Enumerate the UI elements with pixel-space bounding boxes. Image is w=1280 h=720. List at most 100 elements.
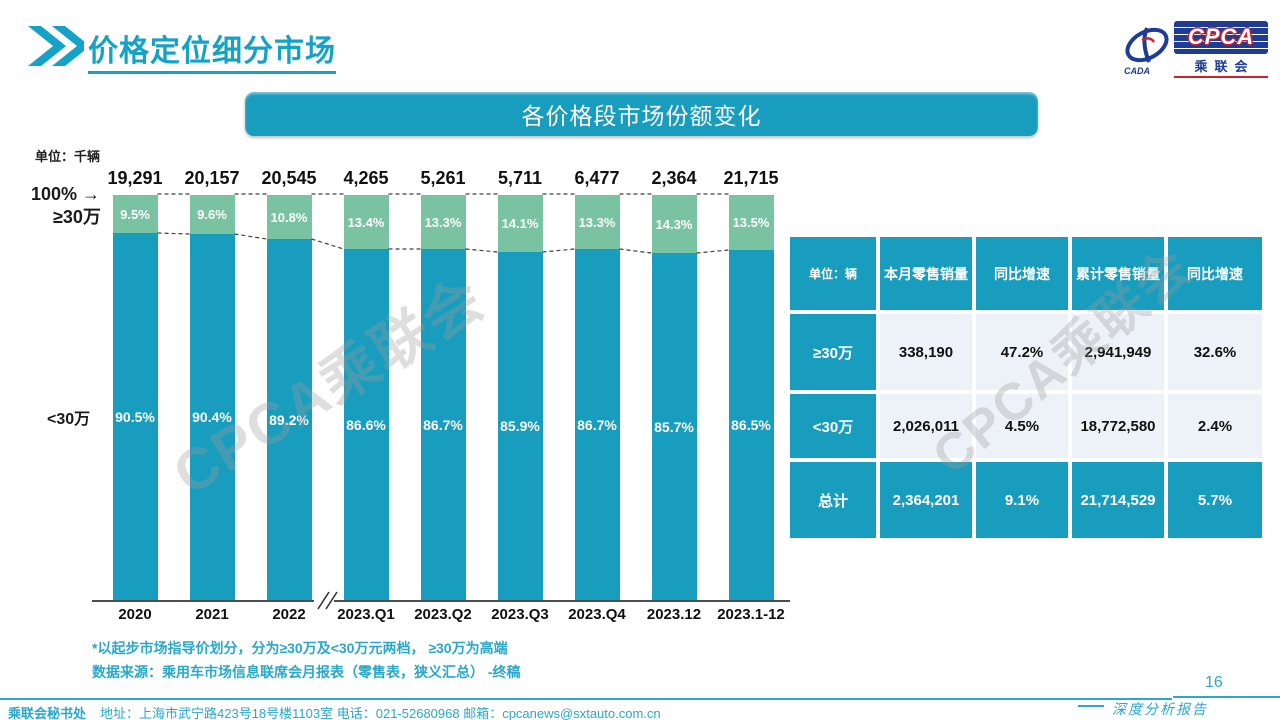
- unit-label: 单位：千辆: [35, 149, 101, 164]
- table-cell-0-1-text: 338,190: [898, 343, 954, 361]
- segment-ge30-2023.1-12-text: 13.5%: [732, 215, 770, 230]
- segment-lt30-2023.Q2-text: 86.7%: [423, 416, 463, 433]
- bar-total-2023.Q1: 4,265: [321, 168, 411, 189]
- table-header-3-text: 累计零售销量: [1076, 265, 1160, 282]
- table-cell-2-4-text: 5.7%: [1197, 491, 1233, 509]
- table-cell-0-2: 47.2%: [976, 314, 1068, 390]
- segment-ge30-2022-text: 10.8%: [270, 209, 308, 225]
- x-axis-label-2023.Q4: 2023.Q4: [552, 606, 642, 623]
- table-cell-2-4: 5.7%: [1168, 462, 1262, 538]
- segment-lt30-2022-text: 89.2%: [269, 411, 309, 428]
- segment-lt30-2023.1-12-text: 86.5%: [731, 417, 771, 433]
- bar-total-2020: 19,291: [90, 168, 180, 189]
- table-header-2: 同比增速: [976, 237, 1068, 310]
- segment-ge30-2023.Q4: 13.3%: [574, 195, 620, 249]
- stacked-bar-2022: 10.8% 89.2%: [266, 195, 312, 600]
- y-axis-100-label: 100% →: [31, 184, 100, 205]
- x-axis-label-2020-text: 2020: [118, 606, 152, 623]
- segment-ge30-2022: 10.8%: [266, 195, 312, 239]
- stacked-bar-2023.Q4: 13.3% 86.7%: [574, 195, 620, 600]
- x-axis-label-2021: 2021: [167, 606, 257, 623]
- footer-contact-info: 乘联会秘书处 地址：上海市武宁路423号18号楼1103室 电话：021-5268…: [8, 703, 661, 720]
- page-number: 16: [1205, 674, 1223, 691]
- segment-lt30-2021-text: 90.4%: [192, 409, 232, 425]
- x-axis-label-2023.Q3: 2023.Q3: [475, 606, 565, 623]
- segment-ge30-2021: 9.6%: [189, 195, 235, 234]
- cpca-chinese-text: 乘联会: [1174, 54, 1268, 78]
- table-cell-1-1: 2,026,011: [880, 394, 972, 458]
- bar-total-2020-text: 19,291: [107, 168, 163, 188]
- segment-ge30-2023.1-12: 13.5%: [728, 195, 774, 250]
- segment-ge30-2023.12: 14.3%: [651, 195, 697, 253]
- page-title: 价格定位细分市场: [88, 26, 336, 74]
- table-cell-0-2-text: 47.2%: [1000, 343, 1044, 361]
- segment-lt30-2023.Q3: 85.9%: [497, 252, 543, 600]
- table-cell-2-3-text: 21,714,529: [1080, 491, 1156, 509]
- bar-total-2023.Q2-text: 5,261: [420, 168, 466, 188]
- series-label-ge30: ≥30万: [53, 207, 101, 227]
- table-cell-1-2-text: 4.5%: [1004, 417, 1040, 435]
- segment-lt30-2023.Q1: 86.6%: [343, 249, 389, 600]
- table-cell-1-4: 2.4%: [1168, 394, 1262, 458]
- table-cell-2-1-text: 2,364,201: [892, 491, 960, 509]
- arrow-right-icon: →: [82, 184, 101, 204]
- table-cell-2-1: 2,364,201: [880, 462, 972, 538]
- segment-ge30-2020-text: 9.5%: [120, 206, 150, 222]
- footer-org: 乘联会秘书处: [8, 706, 87, 720]
- bar-total-2022-text: 20,545: [261, 168, 317, 188]
- stacked-bar-2023.12: 14.3% 85.7%: [651, 195, 697, 600]
- bar-total-2023.12-text: 2,364: [651, 168, 697, 188]
- bar-total-2022: 20,545: [244, 168, 334, 189]
- x-axis-label-2021-text: 2021: [195, 606, 229, 623]
- segment-ge30-2023.Q1-text: 13.4%: [347, 214, 385, 230]
- table-row-label-2-0: 总计: [790, 462, 876, 538]
- table-cell-2-3: 21,714,529: [1072, 462, 1164, 538]
- chart-title: 各价格段市场份额变化: [521, 103, 762, 129]
- segment-lt30-2023.Q4: 86.7%: [574, 249, 620, 600]
- segment-lt30-2023.Q1-text: 86.6%: [346, 416, 386, 433]
- x-axis-label-2023.1-12: 2023.1-12: [706, 606, 796, 623]
- table-header-2-text: 同比增速: [994, 265, 1050, 282]
- cada-text: CADA: [1124, 66, 1150, 76]
- bar-total-2023.12: 2,364: [629, 168, 719, 189]
- x-axis-label-2023.12: 2023.12: [629, 606, 719, 623]
- table-header-1: 本月零售销量: [880, 237, 972, 310]
- x-axis-label-2023.1-12-text: 2023.1-12: [717, 606, 785, 623]
- table-cell-0-3: 2,941,949: [1072, 314, 1164, 390]
- segment-ge30-2023.Q2-text: 13.3%: [424, 214, 462, 230]
- stacked-bar-2023.Q1: 13.4% 86.6%: [343, 195, 389, 600]
- table-header-4-text: 同比增速: [1187, 265, 1243, 282]
- table-row-label-1-0: <30万: [790, 394, 876, 458]
- table-cell-2-2: 9.1%: [976, 462, 1068, 538]
- segment-lt30-2020-text: 90.5%: [115, 408, 155, 425]
- bar-total-2023.Q1-text: 4,265: [343, 168, 389, 188]
- table-header-3: 累计零售销量: [1072, 237, 1164, 310]
- x-axis-label-2022-text: 2022: [272, 606, 306, 623]
- segment-ge30-2023.Q2: 13.3%: [420, 195, 466, 249]
- bar-total-2023.Q3-text: 5,711: [497, 168, 543, 188]
- table-cell-0-4: 32.6%: [1168, 314, 1262, 390]
- bar-total-2021-text: 20,157: [184, 168, 240, 188]
- segment-lt30-2021: 90.4%: [189, 234, 235, 600]
- stacked-bar-2023.1-12: 13.5% 86.5%: [728, 195, 774, 600]
- table-header-0-text: 单位：辆: [808, 267, 857, 281]
- x-axis-label-2023.Q2-text: 2023.Q2: [414, 606, 472, 623]
- bar-total-2023.Q2: 5,261: [398, 168, 488, 189]
- x-axis-label-2023.Q3-text: 2023.Q3: [491, 606, 549, 623]
- double-chevron-icon: [28, 26, 84, 66]
- segment-lt30-2023.1-12: 86.5%: [728, 250, 774, 600]
- table-cell-0-1: 338,190: [880, 314, 972, 390]
- cpca-logo: CADA CPCA 乘联会: [1122, 20, 1270, 78]
- footnote-source: 数据来源：乘用车市场信息联席会月报表（零售表，狭义汇总） -终稿: [92, 664, 521, 680]
- segment-ge30-2023.Q3-text: 14.1%: [501, 216, 539, 231]
- segment-ge30-2023.Q1: 13.4%: [343, 195, 389, 249]
- page-number-divider: [1173, 696, 1280, 698]
- bar-total-2021: 20,157: [167, 168, 257, 189]
- segment-lt30-2023.Q3-text: 85.9%: [500, 418, 540, 434]
- footer-contact: 地址：上海市武宁路423号18号楼1103室 电话：021-52680968 邮…: [100, 706, 661, 720]
- x-axis-label-2023.12-text: 2023.12: [646, 606, 702, 623]
- table-row-label-0-0-text: ≥30万: [813, 344, 853, 362]
- x-axis-label-2023.Q4-text: 2023.Q4: [568, 606, 626, 623]
